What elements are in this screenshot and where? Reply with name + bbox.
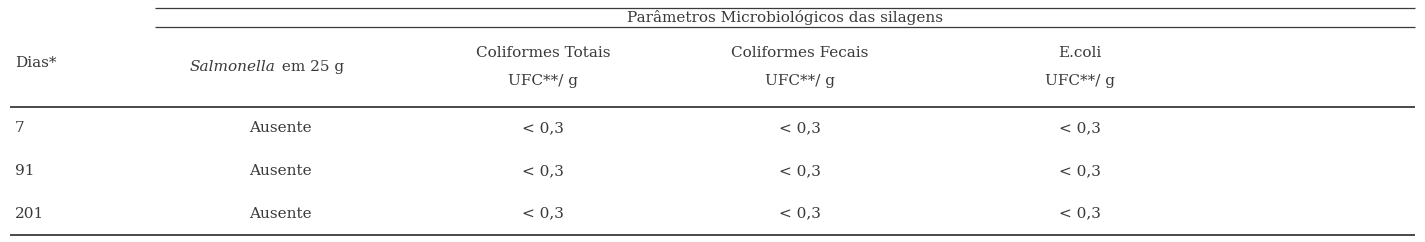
Text: < 0,3: < 0,3 [522, 164, 564, 178]
Text: < 0,3: < 0,3 [779, 121, 821, 135]
Text: UFC**/ g: UFC**/ g [507, 74, 579, 88]
Text: Coliformes Totais: Coliformes Totais [476, 46, 610, 60]
Text: UFC**/ g: UFC**/ g [765, 74, 835, 88]
Text: E.coli: E.coli [1059, 46, 1102, 60]
Text: < 0,3: < 0,3 [1059, 121, 1102, 135]
Text: Coliformes Fecais: Coliformes Fecais [731, 46, 869, 60]
Text: 7: 7 [16, 121, 24, 135]
Text: < 0,3: < 0,3 [522, 207, 564, 221]
Text: Ausente: Ausente [249, 164, 311, 178]
Text: < 0,3: < 0,3 [779, 164, 821, 178]
Text: 201: 201 [16, 207, 44, 221]
Text: Parâmetros Microbiológicos das silagens: Parâmetros Microbiológicos das silagens [627, 10, 943, 25]
Text: < 0,3: < 0,3 [522, 121, 564, 135]
Text: < 0,3: < 0,3 [1059, 164, 1102, 178]
Text: < 0,3: < 0,3 [1059, 207, 1102, 221]
Text: Salmonella: Salmonella [190, 60, 275, 74]
Text: Ausente: Ausente [249, 207, 311, 221]
Text: UFC**/ g: UFC**/ g [1045, 74, 1114, 88]
Text: Ausente: Ausente [249, 121, 311, 135]
Text: < 0,3: < 0,3 [779, 207, 821, 221]
Text: em 25 g: em 25 g [276, 60, 343, 74]
Text: Dias*: Dias* [16, 56, 57, 70]
Text: 91: 91 [16, 164, 34, 178]
